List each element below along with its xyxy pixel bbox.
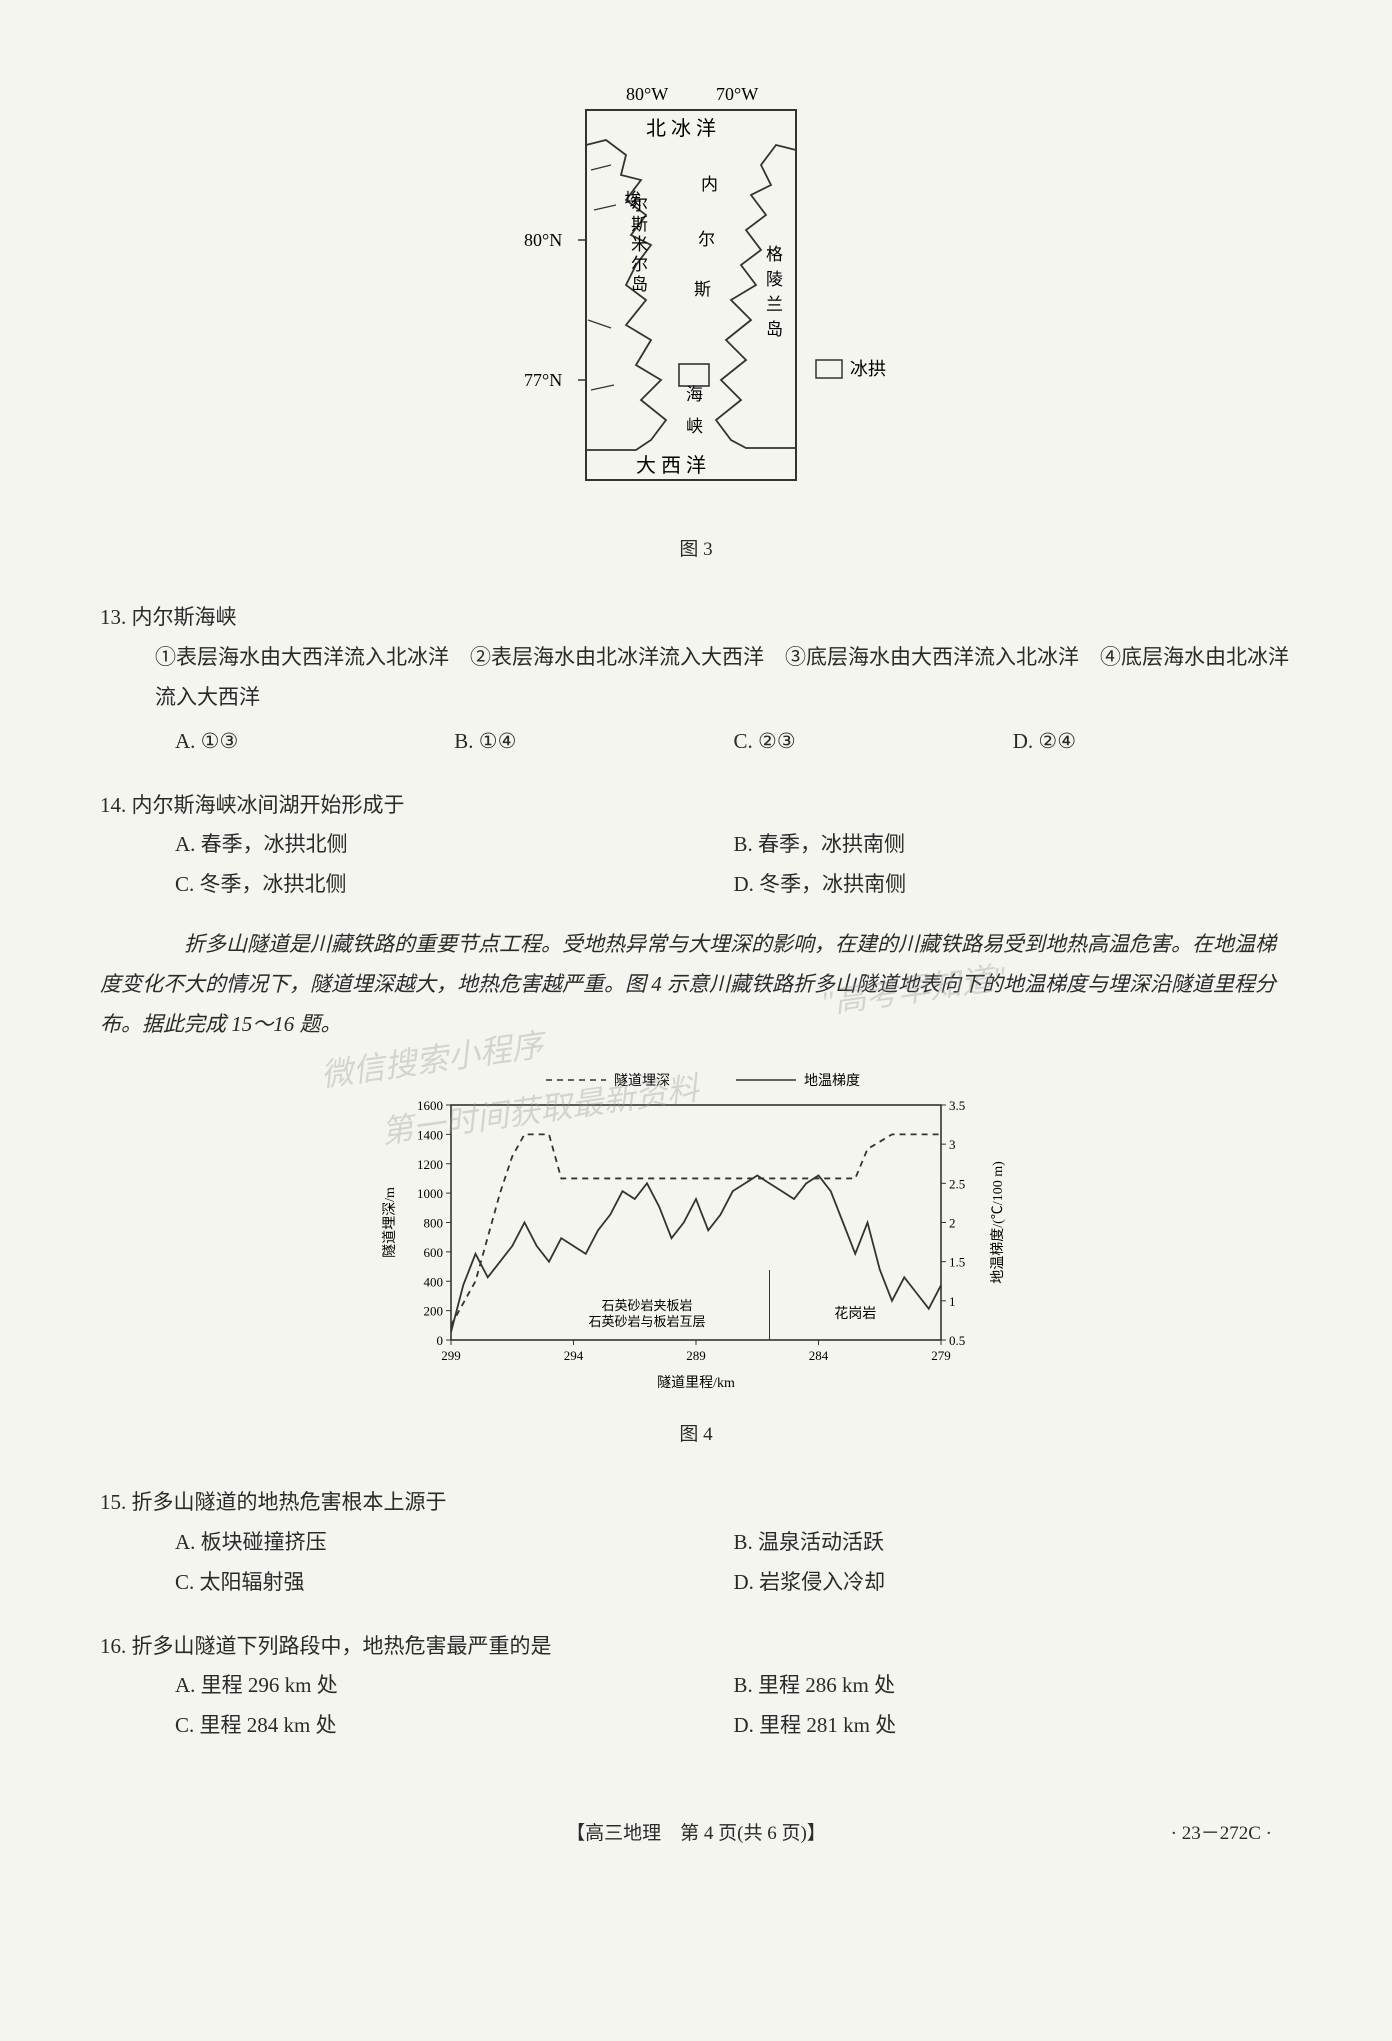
svg-text:1000: 1000 <box>417 1186 443 1201</box>
q14-options: A. 春季，冰拱北侧 C. 冬季，冰拱北侧 B. 春季，冰拱南侧 D. 冬季，冰… <box>175 825 1292 905</box>
ice-arch-symbol <box>679 364 709 386</box>
label-strait: 内 <box>701 175 718 194</box>
svg-text:0: 0 <box>437 1333 444 1348</box>
q13-options: A. ①③ B. ①④ C. ②③ D. ②④ <box>175 722 1292 762</box>
q13-stem: 内尔斯海峡 <box>132 605 237 629</box>
svg-text:3.5: 3.5 <box>949 1098 965 1113</box>
svg-text:1600: 1600 <box>417 1098 443 1113</box>
lat-80n: 80°N <box>524 230 562 250</box>
svg-text:兰: 兰 <box>766 295 783 314</box>
svg-text:岛: 岛 <box>631 275 648 294</box>
svg-text:294: 294 <box>564 1348 584 1363</box>
q14-opt-a: A. 春季，冰拱北侧 <box>175 825 734 865</box>
q13: 13. 内尔斯海峡 ①表层海水由大西洋流入北冰洋 ②表层海水由北冰洋流入大西洋 … <box>100 598 1292 762</box>
footer-center: 【高三地理 第 4 页(共 6 页)】 <box>566 1823 826 1844</box>
svg-text:地温梯度: 地温梯度 <box>804 1073 860 1089</box>
svg-text:0.5: 0.5 <box>949 1333 965 1348</box>
q16-opt-a: A. 里程 296 km 处 <box>175 1666 734 1706</box>
q14: 14. 内尔斯海峡冰间湖开始形成于 A. 春季，冰拱北侧 C. 冬季，冰拱北侧 … <box>100 786 1292 906</box>
label-arctic: 北 冰 洋 <box>646 117 716 140</box>
figure4-chart: 隧道埋深 地温梯度 0 200 400 600 800 1000 1200 1400 1600 0.5… <box>376 1065 1016 1395</box>
svg-text:2.5: 2.5 <box>949 1176 965 1191</box>
q16-options: A. 里程 296 km 处 C. 里程 284 km 处 B. 里程 286 … <box>175 1666 1292 1746</box>
svg-text:289: 289 <box>686 1348 706 1363</box>
lat-77n: 77°N <box>524 370 562 390</box>
greenland-coast <box>716 145 796 448</box>
q16-opt-b: B. 里程 286 km 处 <box>734 1666 1293 1706</box>
q16: 16. 折多山隧道下列路段中，地热危害最严重的是 A. 里程 296 km 处 … <box>100 1627 1292 1747</box>
q13-opt-a: A. ①③ <box>175 722 454 762</box>
svg-text:284: 284 <box>809 1348 829 1363</box>
ellesmere-coast <box>586 140 666 450</box>
page-footer: 【高三地理 第 4 页(共 6 页)】 · 23－272C · <box>100 1816 1292 1852</box>
svg-text:米: 米 <box>631 235 648 254</box>
q14-opt-d: D. 冬季，冰拱南侧 <box>734 865 1293 905</box>
q13-opt-b: B. ①④ <box>454 722 733 762</box>
q14-opt-c: C. 冬季，冰拱北侧 <box>175 865 734 905</box>
q13-opt-c: C. ②③ <box>734 722 1013 762</box>
figure3-container: 80°W 70°W 北 冰 洋 大 西 洋 80°N 77°N 埃 尔 斯 米 … <box>100 80 1292 568</box>
figure3-caption: 图 3 <box>100 532 1292 568</box>
svg-text:岛: 岛 <box>766 320 783 339</box>
q16-opt-d: D. 里程 281 km 处 <box>734 1706 1293 1746</box>
footer-code: · 23－272C · <box>1171 1816 1272 1852</box>
svg-text:斯: 斯 <box>694 280 711 299</box>
q15: 15. 折多山隧道的地热危害根本上源于 A. 板块碰撞挤压 C. 太阳辐射强 B… <box>100 1483 1292 1603</box>
svg-text:隧道里程/km: 隧道里程/km <box>657 1375 735 1391</box>
svg-text:花岗岩: 花岗岩 <box>834 1306 876 1322</box>
q15-opt-d: D. 岩浆侵入冷却 <box>734 1563 1293 1603</box>
svg-text:3: 3 <box>949 1137 956 1152</box>
svg-text:斯: 斯 <box>631 215 648 234</box>
figure3-map: 80°W 70°W 北 冰 洋 大 西 洋 80°N 77°N 埃 尔 斯 米 … <box>476 80 916 510</box>
svg-text:299: 299 <box>441 1348 461 1363</box>
svg-text:2: 2 <box>949 1215 956 1230</box>
q13-opt-d: D. ②④ <box>1013 722 1292 762</box>
svg-text:尔: 尔 <box>698 230 715 249</box>
q15-opt-a: A. 板块碰撞挤压 <box>175 1523 734 1563</box>
q15-number: 15. <box>100 1490 126 1514</box>
svg-text:地温梯度/(℃/100 m): 地温梯度/(℃/100 m) <box>990 1161 1006 1284</box>
svg-text:1400: 1400 <box>417 1127 443 1142</box>
q15-opt-b: B. 温泉活动活跃 <box>734 1523 1293 1563</box>
svg-text:石英砂岩夹板岩: 石英砂岩夹板岩 <box>601 1298 692 1313</box>
q15-options: A. 板块碰撞挤压 C. 太阳辐射强 B. 温泉活动活跃 D. 岩浆侵入冷却 <box>175 1523 1292 1603</box>
svg-text:800: 800 <box>424 1215 444 1230</box>
q16-opt-c: C. 里程 284 km 处 <box>175 1706 734 1746</box>
svg-text:尔: 尔 <box>631 195 648 214</box>
svg-text:隧道埋深/m: 隧道埋深/m <box>382 1187 398 1258</box>
svg-text:峡: 峡 <box>686 417 703 436</box>
q16-number: 16. <box>100 1634 126 1658</box>
svg-text:陵: 陵 <box>766 270 783 289</box>
lon-80w: 80°W <box>626 84 668 104</box>
label-greenland: 格 <box>766 245 783 264</box>
svg-text:279: 279 <box>931 1348 951 1363</box>
q16-stem: 折多山隧道下列路段中，地热危害最严重的是 <box>132 1634 552 1658</box>
figure4-caption: 图 4 <box>100 1417 1292 1453</box>
q15-opt-c: C. 太阳辐射强 <box>175 1563 734 1603</box>
q15-stem: 折多山隧道的地热危害根本上源于 <box>132 1490 447 1514</box>
svg-text:1.5: 1.5 <box>949 1255 965 1270</box>
q14-stem: 内尔斯海峡冰间湖开始形成于 <box>132 793 405 817</box>
label-atlantic: 大 西 洋 <box>636 454 706 477</box>
svg-text:隧道埋深: 隧道埋深 <box>614 1073 670 1089</box>
legend-box-icon <box>816 360 842 378</box>
lon-70w: 70°W <box>716 84 758 104</box>
page-container: { "figure3": { "caption": "图 3", "longit… <box>100 80 1292 1852</box>
passage2: 折多山隧道是川藏铁路的重要节点工程。受地热异常与大埋深的影响，在建的川藏铁路易受… <box>100 925 1292 1045</box>
svg-text:尔: 尔 <box>631 255 648 274</box>
q13-number: 13. <box>100 605 126 629</box>
svg-text:1200: 1200 <box>417 1157 443 1172</box>
q13-statements: ①表层海水由大西洋流入北冰洋 ②表层海水由北冰洋流入大西洋 ③底层海水由大西洋流… <box>155 638 1292 718</box>
svg-text:400: 400 <box>424 1274 444 1289</box>
svg-text:1: 1 <box>949 1294 956 1309</box>
svg-text:石英砂岩与板岩互层: 石英砂岩与板岩互层 <box>588 1314 705 1329</box>
q14-number: 14. <box>100 793 126 817</box>
svg-text:200: 200 <box>424 1304 444 1319</box>
figure4-container: 隧道埋深 地温梯度 0 200 400 600 800 1000 1200 1400 1600 0.5… <box>100 1065 1292 1453</box>
svg-text:600: 600 <box>424 1245 444 1260</box>
svg-text:海: 海 <box>686 385 703 404</box>
q14-opt-b: B. 春季，冰拱南侧 <box>734 825 1293 865</box>
legend-label: 冰拱 <box>850 359 886 379</box>
